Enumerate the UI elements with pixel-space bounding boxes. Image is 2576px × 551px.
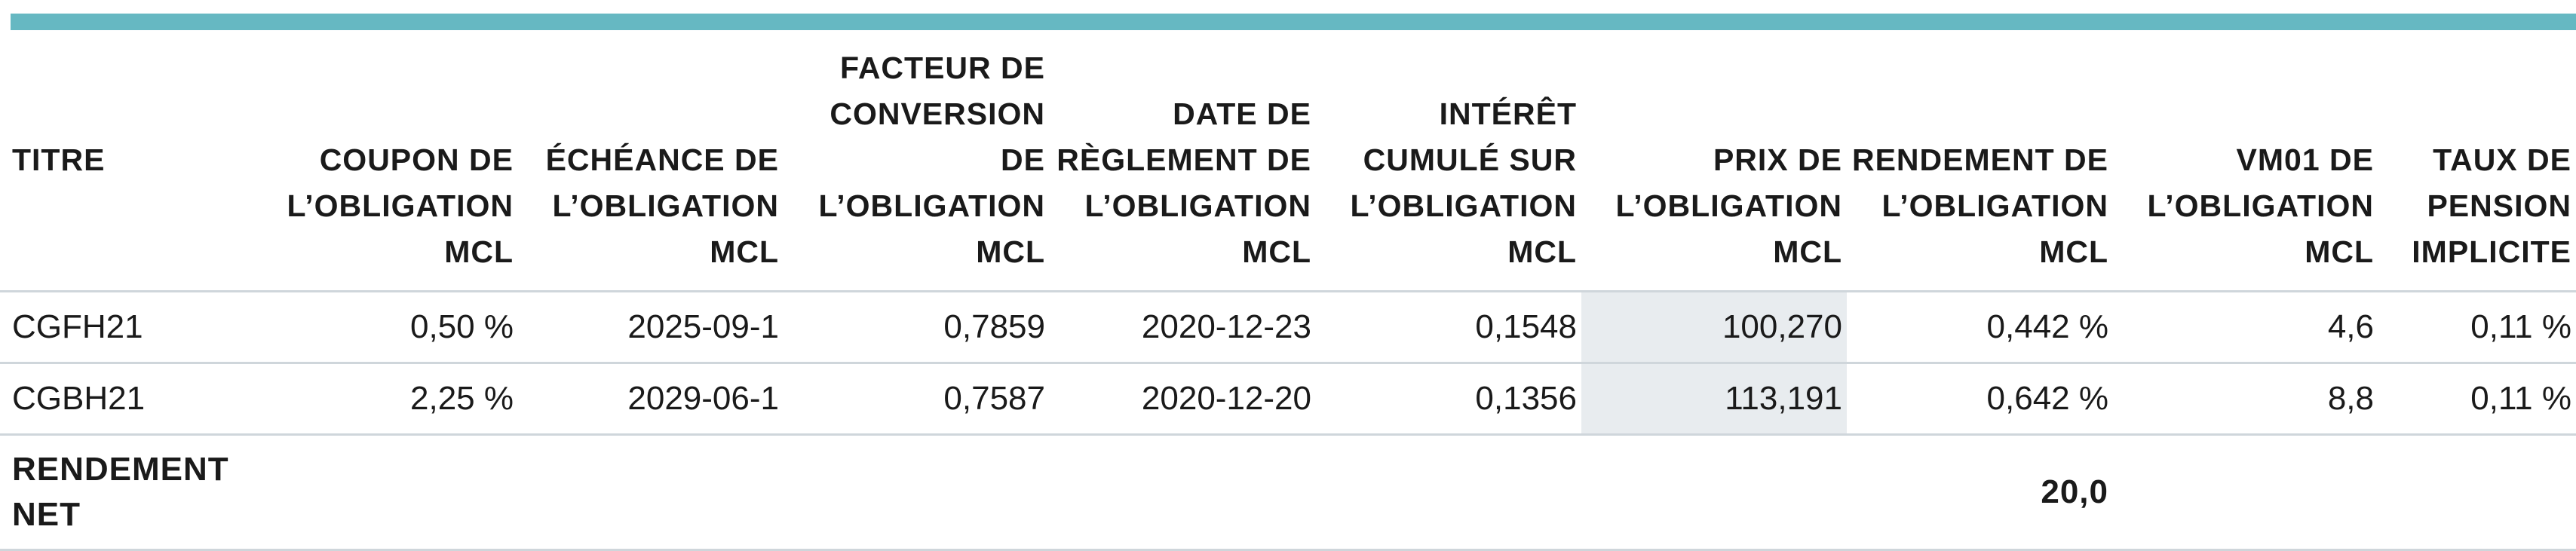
column-header: TITRE xyxy=(0,30,256,292)
column-header: FACTEUR DE CONVERSION DE L’OBLIGATION MC… xyxy=(784,30,1050,292)
column-header: PRIX DE L’OBLIGATION MCL xyxy=(1581,30,1847,292)
cell: 2020-12-23 xyxy=(1050,291,1316,364)
cell: CGFH21 xyxy=(0,291,256,364)
cell: 2,25 % xyxy=(256,363,518,436)
cell: 0,1548 xyxy=(1316,291,1581,364)
column-header: COUPON DE L’OBLIGATION MCL xyxy=(256,30,518,292)
total-label: RENDEMENT NET xyxy=(0,434,256,551)
column-header: INTÉRÊT CUMULÉ SUR L’OBLIGATION MCL xyxy=(1316,30,1581,292)
empty-cell xyxy=(1581,434,1847,551)
cell: 4,6 xyxy=(2113,291,2378,364)
cell: 2020-12-20 xyxy=(1050,363,1316,436)
total-row: RENDEMENT NET 20,0 xyxy=(0,434,2576,551)
cell: 2025-09-1 xyxy=(518,291,784,364)
total-value: 20,0 xyxy=(1847,434,2113,551)
cell: 0,50 % xyxy=(256,291,518,364)
header-bar xyxy=(11,14,2576,30)
column-header: TAUX DE PENSION IMPLICITE xyxy=(2378,30,2576,292)
bond-table: TITRE COUPON DE L’OBLIGATION MCL ÉCHÉANCE … xyxy=(0,30,2576,551)
cell: 0,642 % xyxy=(1847,363,2113,436)
cell: 0,11 % xyxy=(2378,291,2576,364)
cell: 0,11 % xyxy=(2378,363,2576,436)
cell: CGBH21 xyxy=(0,363,256,436)
empty-cell xyxy=(518,434,784,551)
cell: 0,1356 xyxy=(1316,363,1581,436)
empty-cell xyxy=(784,434,1050,551)
header-row: TITRE COUPON DE L’OBLIGATION MCL ÉCHÉANCE … xyxy=(0,30,2576,292)
column-header: DATE DE RÈGLEMENT DE L’OBLIGATION MCL xyxy=(1050,30,1316,292)
empty-cell xyxy=(256,434,518,551)
data-row: CGBH21 2,25 % 2029-06-1 0,7587 2020-12-20 0,1… xyxy=(0,363,2576,436)
cell: 113,191 xyxy=(1581,363,1847,436)
table-body: CGFH21 0,50 % 2025-09-1 0,7859 2020-12-23 0,1… xyxy=(0,291,2576,551)
cell: 0,442 % xyxy=(1847,291,2113,364)
column-header: RENDEMENT DE L’OBLIGATION MCL xyxy=(1847,30,2113,292)
empty-cell xyxy=(1050,434,1316,551)
cell: 0,7859 xyxy=(784,291,1050,364)
cell: 100,270 xyxy=(1581,291,1847,364)
empty-cell xyxy=(1316,434,1581,551)
empty-cell xyxy=(2378,434,2576,551)
column-header: VM01 DE L’OBLIGATION MCL xyxy=(2113,30,2378,292)
data-row: CGFH21 0,50 % 2025-09-1 0,7859 2020-12-23 0,1… xyxy=(0,291,2576,364)
cell: 2029-06-1 xyxy=(518,363,784,436)
empty-cell xyxy=(2113,434,2378,551)
cell: 8,8 xyxy=(2113,363,2378,436)
column-header: ÉCHÉANCE DE L’OBLIGATION MCL xyxy=(518,30,784,292)
cell: 0,7587 xyxy=(784,363,1050,436)
